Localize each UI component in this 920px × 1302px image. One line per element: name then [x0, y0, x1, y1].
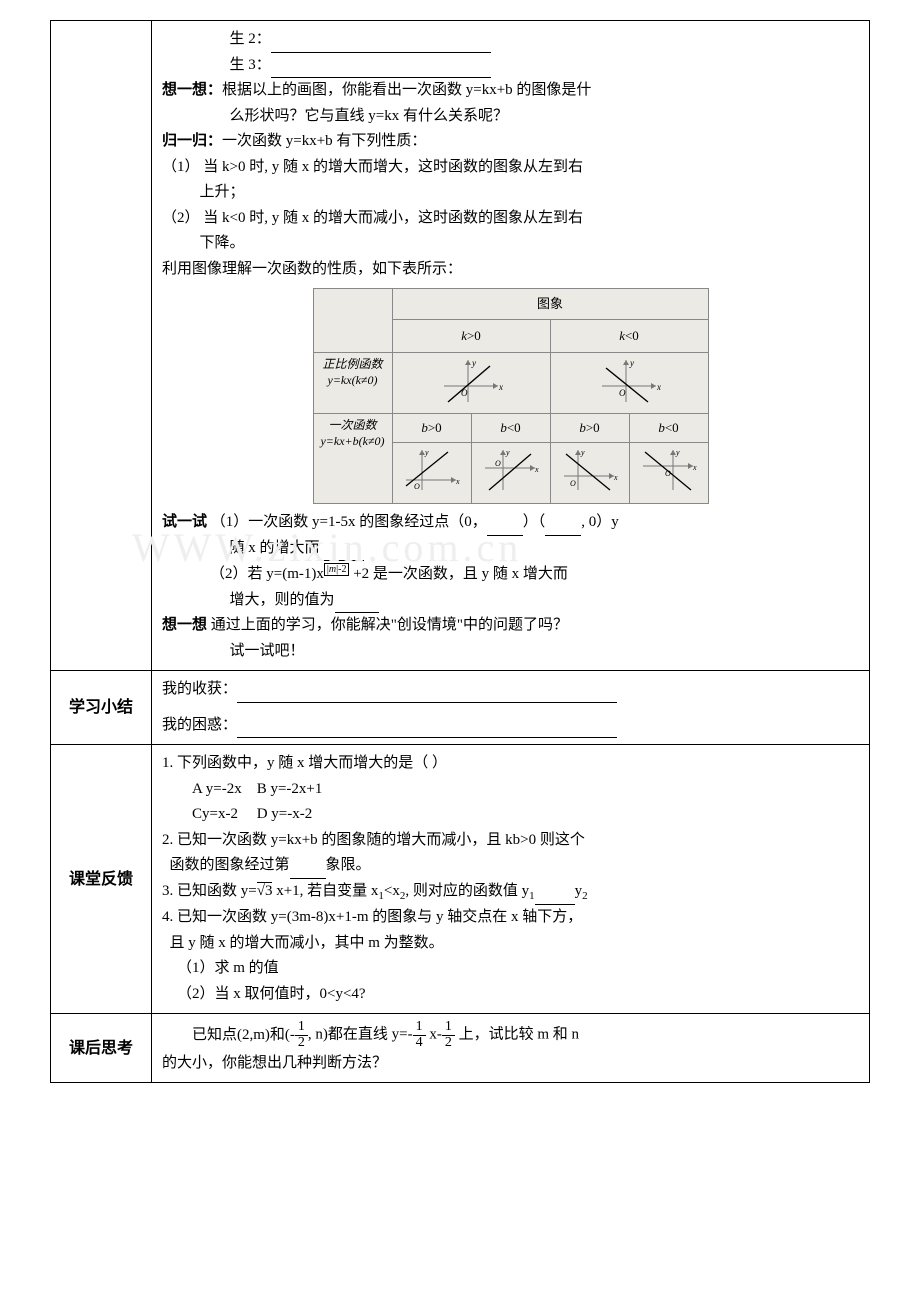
- chart-prop-kpos: x y O: [392, 353, 550, 414]
- fb-q4: 4. 已知一次函数 y=(3m-8)x+1-m 的图象与 y 轴交点在 x 轴下…: [162, 905, 859, 956]
- row1-sidelabel: [51, 21, 152, 671]
- svg-text:x: x: [692, 463, 697, 472]
- prop1: （1） 当 k>0 时, y 随 x 的增大而增大，这时函数的图象从左到右上升；: [162, 155, 859, 206]
- svg-text:y: y: [505, 448, 510, 457]
- chart-bneg2: b<0: [629, 414, 708, 443]
- feedback-content: 1. 下列函数中，y 随 x 增大而增大的是（ ） A y=-2x B y=-2…: [152, 745, 870, 1014]
- s3-blank: [271, 62, 491, 78]
- svg-text:O: O: [495, 459, 501, 468]
- fb-q1b: B y=-2x+1: [257, 781, 323, 797]
- chart-kneg: k<0: [550, 320, 708, 353]
- fb-q4-1: （1）求 m 的值: [162, 956, 859, 982]
- worksheet-table: 生 2： 生 3： 想一想：根据以上的画图，你能看出一次函数 y=kx+b 的图…: [50, 20, 870, 1083]
- summary-content: 我的收获： 我的困惑：: [152, 671, 870, 745]
- svg-text:x: x: [498, 382, 503, 392]
- chart-bneg1: b<0: [471, 414, 550, 443]
- try2: （2）若 y=(m-1)x|m|-2 +2 是一次函数，且 y 随 x 增大而: [162, 561, 859, 588]
- think-text: 根据以上的画图，你能看出一次函数 y=kx+b 的图像是什么形状吗？它与直线 y…: [162, 82, 591, 124]
- think-label: 想一想：: [162, 82, 222, 98]
- fb-q2: 2. 已知一次函数 y=kx+b 的图象随的增大而减小，且 kb>0 则这个 函…: [162, 828, 859, 879]
- s2-blank: [271, 37, 491, 53]
- fb-q4-2: （2）当 x 取何值时，0<y<4?: [162, 982, 859, 1008]
- fb-q1: 1. 下列函数中，y 随 x 增大而增大的是（ ）: [162, 751, 859, 777]
- try-label: 试一试: [162, 514, 207, 530]
- after-label: 课后思考: [51, 1014, 152, 1083]
- chart-bpos1: b>0: [392, 414, 471, 443]
- svg-text:x: x: [656, 382, 661, 392]
- property-chart: 图象 k>0 k<0 正比例函数 y=kx(k≠0) x y O: [313, 288, 709, 504]
- svg-text:y: y: [629, 358, 634, 368]
- confuse-label: 我的困惑：: [162, 717, 237, 733]
- svg-text:O: O: [619, 388, 626, 398]
- fb-q3: 3. 已知函数 y=√3 x+1, 若自变量 x1<x2, 则对应的函数值 y1…: [162, 879, 859, 906]
- think2-text: 通过上面的学习，你能解决"创设情境"中的问题了吗？试一试吧！: [162, 617, 568, 659]
- fb-q1d: D y=-x-2: [257, 806, 313, 822]
- chart-header-img: 图象: [392, 289, 708, 320]
- chart-empty-corner: [313, 289, 392, 353]
- svg-text:x: x: [534, 465, 539, 474]
- s3-prefix: 生 3：: [230, 57, 271, 73]
- chart-lin-kpbn: x y O: [471, 443, 550, 504]
- svg-text:y: y: [424, 448, 429, 457]
- svg-text:y: y: [580, 448, 585, 457]
- row1-content: 生 2： 生 3： 想一想：根据以上的画图，你能看出一次函数 y=kx+b 的图…: [152, 21, 870, 671]
- svg-text:x: x: [613, 473, 618, 482]
- summary-label: 学习小结: [51, 671, 152, 745]
- prop2: （2） 当 k<0 时, y 随 x 的增大而减小，这时函数的图象从左到右下降。: [162, 206, 859, 257]
- use-img: 利用图像理解一次函数的性质，如下表所示：: [162, 257, 859, 283]
- chart-prop-kneg: x y O: [550, 353, 708, 414]
- chart-row1-label: 正比例函数 y=kx(k≠0): [313, 353, 392, 414]
- svg-text:O: O: [414, 482, 420, 491]
- gain-blank: [237, 687, 617, 703]
- chart-kpos: k>0: [392, 320, 550, 353]
- s2-prefix: 生 2：: [230, 31, 271, 47]
- chart-row2-label: 一次函数 y=kx+b(k≠0): [313, 414, 392, 504]
- after-content: 已知点(2,m)和(-12, n)都在直线 y=-14 x-12 上，试比较 m…: [152, 1014, 870, 1083]
- svg-text:x: x: [455, 477, 460, 486]
- chart-bpos2: b>0: [550, 414, 629, 443]
- chart-lin-knbn: x y O: [629, 443, 708, 504]
- feedback-label: 课堂反馈: [51, 745, 152, 1014]
- try2-cont: 增大，则的值为: [162, 588, 859, 614]
- chart-lin-knbp: x y O: [550, 443, 629, 504]
- svg-text:y: y: [471, 358, 476, 368]
- confuse-blank: [237, 722, 617, 738]
- try1-cont: 随 x 的增大而: [162, 536, 859, 562]
- svg-text:y: y: [675, 448, 680, 457]
- chart-lin-kpbp: x y O: [392, 443, 471, 504]
- gain-label: 我的收获：: [162, 681, 237, 697]
- think2-label: 想一想: [162, 617, 207, 633]
- gui-text: 一次函数 y=kx+b 有下列性质：: [222, 133, 426, 149]
- try1: （1）一次函数 y=1-5x 的图象经过点（0，）（, 0）y: [211, 514, 619, 530]
- fb-q1c: Cy=x-2: [192, 806, 238, 822]
- gui-label: 归一归：: [162, 133, 222, 149]
- fb-q1a: A y=-2x: [192, 781, 242, 797]
- svg-text:O: O: [570, 479, 576, 488]
